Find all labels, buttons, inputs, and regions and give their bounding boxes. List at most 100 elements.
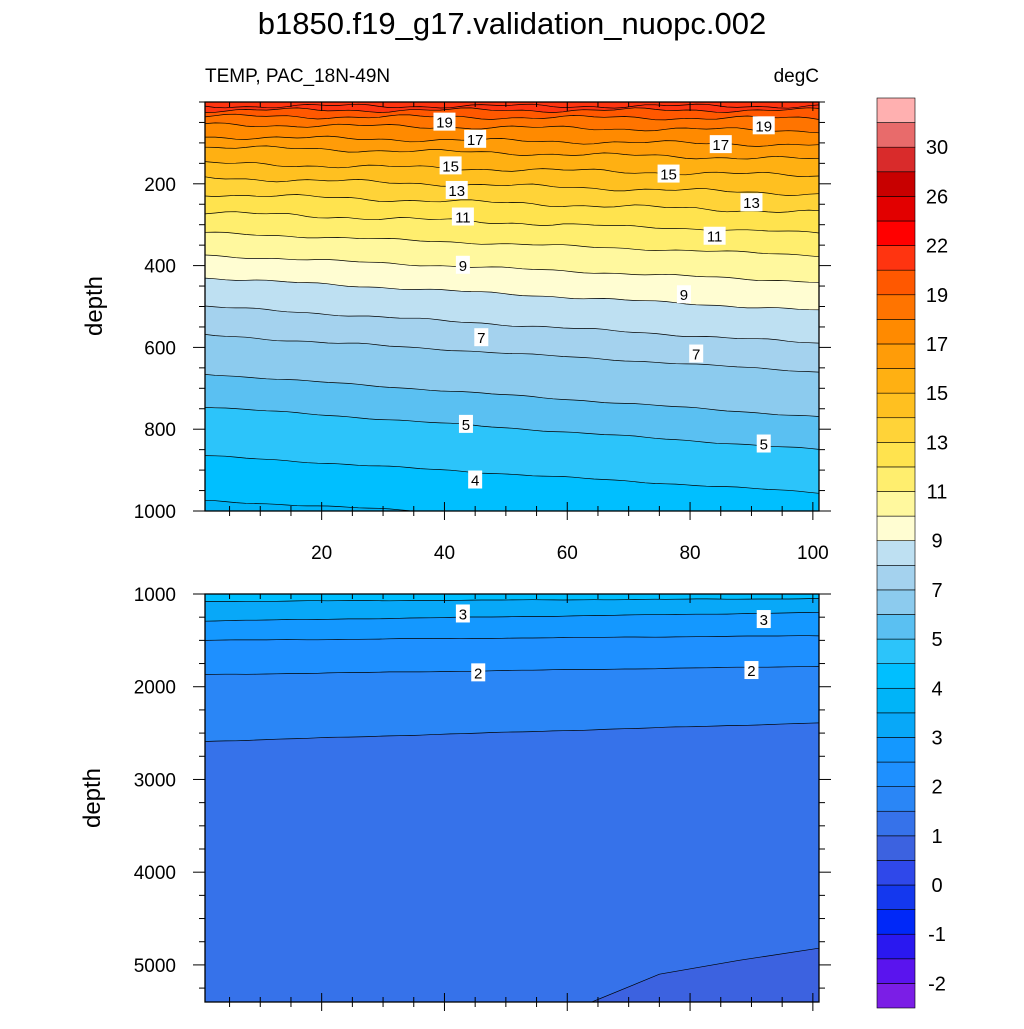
contour-label-box [471, 663, 486, 682]
colorbar-swatch [876, 220, 916, 246]
contour-label-box [752, 116, 775, 135]
colorbar-swatch [876, 860, 916, 886]
colorbar-label: -2 [928, 973, 946, 995]
isotherm-line [205, 107, 819, 113]
temperature-band [205, 666, 819, 742]
contour-label: 7 [692, 347, 700, 364]
colorbar-label: 30 [926, 137, 948, 159]
colorbar-swatch [876, 97, 916, 123]
colorbar-label: 17 [926, 334, 948, 356]
y-tick-label: 600 [144, 338, 176, 359]
colorbar-swatch [876, 540, 916, 566]
temperature-band [205, 194, 819, 233]
isotherm-line [205, 145, 819, 160]
y-tick-label: 2000 [134, 678, 176, 699]
colorbar-swatch [876, 343, 916, 369]
isotherm-line [205, 103, 819, 109]
colorbar-label: 3 [931, 727, 942, 749]
isotherm-line [205, 176, 819, 196]
temperature-band [205, 612, 819, 641]
colorbar-label: 13 [926, 432, 948, 454]
contour-label: 15 [660, 167, 677, 184]
colorbar-swatch [876, 983, 916, 1009]
colorbar-swatch [876, 269, 916, 296]
lower-panel-isotherms [205, 598, 819, 1002]
temperature-band [591, 948, 819, 1002]
isotherm-line [205, 161, 819, 177]
x-tick-label: 40 [434, 543, 455, 564]
temperature-band [205, 255, 819, 310]
isotherm-line [205, 722, 819, 742]
colorbar-label: 9 [931, 531, 942, 553]
contour-label-box [703, 226, 726, 245]
colorbar-swatch [876, 146, 916, 173]
y-tick-label: 1000 [134, 585, 176, 606]
units-label: degC [774, 66, 819, 87]
colorbar-swatch [876, 712, 916, 738]
contour-label-box [676, 285, 691, 304]
upper-panel-fill [205, 102, 819, 511]
lower-panel-fill [205, 594, 819, 1002]
temperature-band [205, 407, 819, 494]
contour-label: 7 [477, 330, 485, 347]
colorbar-label: 19 [926, 285, 948, 307]
contour-label-box [709, 135, 732, 154]
isotherm-line [205, 499, 422, 511]
contour-label-box [458, 414, 473, 433]
temperature-band [205, 306, 819, 373]
contour-label-box [740, 193, 763, 212]
temperature-band [205, 136, 819, 159]
contour-label: 13 [448, 183, 465, 200]
contour-label-box [455, 255, 470, 274]
temperature-band [205, 334, 819, 417]
temperature-band [205, 374, 819, 450]
colorbar-swatch [876, 884, 916, 910]
isotherm-line [205, 122, 819, 134]
isotherm-line [205, 455, 819, 494]
temperature-band [205, 635, 819, 675]
contour-label-box [689, 344, 704, 363]
contour-label-box [756, 610, 771, 629]
lower-panel-contour-labels: 3 3 2 2 [455, 604, 771, 682]
colorbar-swatch [876, 564, 916, 591]
temperature-band [205, 594, 819, 602]
colorbar-swatch [876, 245, 916, 271]
colorbar-swatch [876, 392, 916, 419]
colorbar-label: 7 [931, 580, 942, 602]
colorbar-label: 26 [926, 186, 948, 208]
contour-label-box [451, 207, 474, 226]
colorbar-label: 5 [931, 629, 942, 651]
y-tick-label: 800 [144, 420, 176, 441]
colorbar-swatch [876, 614, 916, 640]
isotherm-line [205, 113, 819, 121]
colorbar-swatch [876, 737, 916, 763]
colorbar-label: 22 [926, 236, 948, 258]
x-tick-label: 100 [797, 543, 829, 564]
isotherm-line [205, 194, 819, 213]
contour-label-box [756, 434, 771, 453]
colorbar-swatch [876, 958, 916, 984]
y-tick-label: 3000 [134, 770, 176, 791]
isotherm-line [205, 666, 819, 675]
colorbar-swatch [876, 589, 916, 615]
colorbar-swatch [876, 417, 916, 443]
colorbar-swatch [876, 196, 916, 222]
upper-panel-contour-labels: 19 17 15 13 11 9 7 5 4 19 17 15 13 11 9 7 5 [433, 112, 775, 490]
isotherm-line [205, 277, 819, 311]
variable-label: TEMP, PAC_18N-49N [205, 66, 390, 87]
contour-label: 19 [436, 115, 453, 132]
isotherm-line [205, 407, 819, 450]
contour-label-box [468, 470, 483, 489]
colorbar-swatch [876, 515, 916, 542]
colorbar-swatch [876, 171, 916, 197]
isotherm-line [205, 305, 819, 344]
colorbar-label: 1 [931, 826, 942, 848]
contour-label-box [445, 180, 468, 199]
colorbar-swatch [876, 835, 916, 861]
colorbar-swatch [876, 909, 916, 935]
temperature-band [205, 278, 819, 344]
isotherm-line [591, 947, 819, 1002]
colorbar-swatch [876, 319, 916, 345]
contour-label: 4 [471, 473, 479, 490]
